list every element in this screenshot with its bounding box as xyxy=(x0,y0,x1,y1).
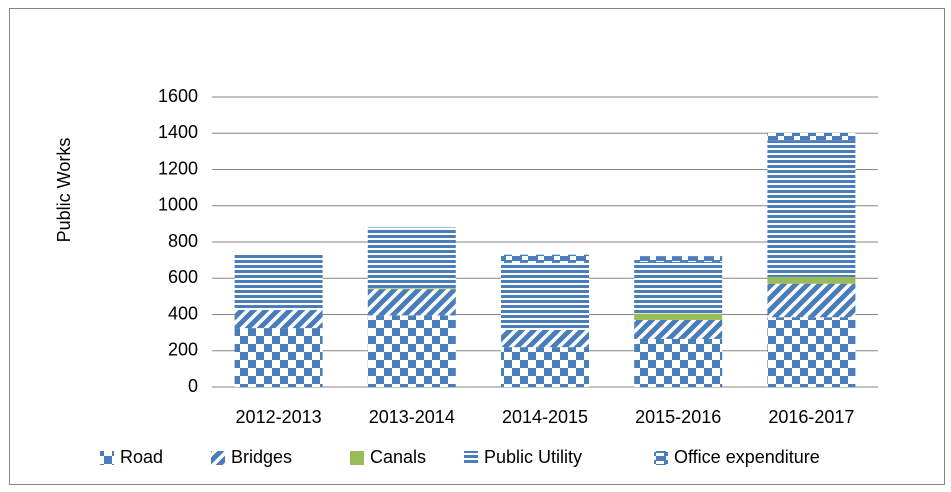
legend-swatch xyxy=(350,451,364,465)
bar-segment xyxy=(767,132,856,141)
bar-segment xyxy=(767,276,856,284)
legend-label: Bridges xyxy=(231,447,292,467)
bar-segment xyxy=(634,313,723,320)
bar-segment xyxy=(634,338,723,387)
bar-segment xyxy=(501,347,589,387)
bar-segment xyxy=(367,288,456,290)
y-tick-label: 400 xyxy=(168,303,198,323)
y-tick-label: 200 xyxy=(168,340,198,360)
bar-segment xyxy=(634,319,723,339)
x-tick-label: 2013-2014 xyxy=(369,407,455,427)
legend-label: Office expenditure xyxy=(674,447,820,467)
bar-segment xyxy=(501,262,589,330)
bar-segment xyxy=(234,254,323,310)
y-tick-label: 0 xyxy=(188,376,198,396)
legend-swatch xyxy=(464,451,478,465)
y-tick-label: 1200 xyxy=(158,158,198,178)
y-tick-label: 800 xyxy=(168,231,198,251)
legend-swatch xyxy=(100,451,114,465)
bar-segment xyxy=(767,140,856,277)
y-tick-label: 1400 xyxy=(158,122,198,142)
bar-segment xyxy=(501,329,589,348)
bar-segment xyxy=(767,283,856,318)
bar-segment xyxy=(634,256,723,262)
bar-segment xyxy=(634,261,723,314)
y-tick-label: 1600 xyxy=(158,86,198,106)
bar-segment xyxy=(234,328,323,387)
y-axis-title: Public Works xyxy=(54,138,74,243)
bar-segment xyxy=(367,315,456,387)
bar-segment xyxy=(367,227,456,289)
legend-label: Road xyxy=(120,447,163,467)
x-tick-label: 2012-2013 xyxy=(236,407,322,427)
legend-swatch xyxy=(211,451,225,465)
legend-label: Public Utility xyxy=(484,447,582,467)
x-tick-label: 2014-2015 xyxy=(502,407,588,427)
legend-label: Canals xyxy=(370,447,426,467)
bar-segment xyxy=(501,254,589,263)
y-tick-label: 600 xyxy=(168,267,198,287)
bar-segment xyxy=(234,309,323,329)
x-tick-label: 2015-2016 xyxy=(635,407,721,427)
x-tick-label: 2016-2017 xyxy=(768,407,854,427)
bar-segment xyxy=(367,289,456,316)
legend-swatch xyxy=(654,451,668,465)
y-tick-label: 1000 xyxy=(158,195,198,215)
bar-segment xyxy=(767,317,856,387)
